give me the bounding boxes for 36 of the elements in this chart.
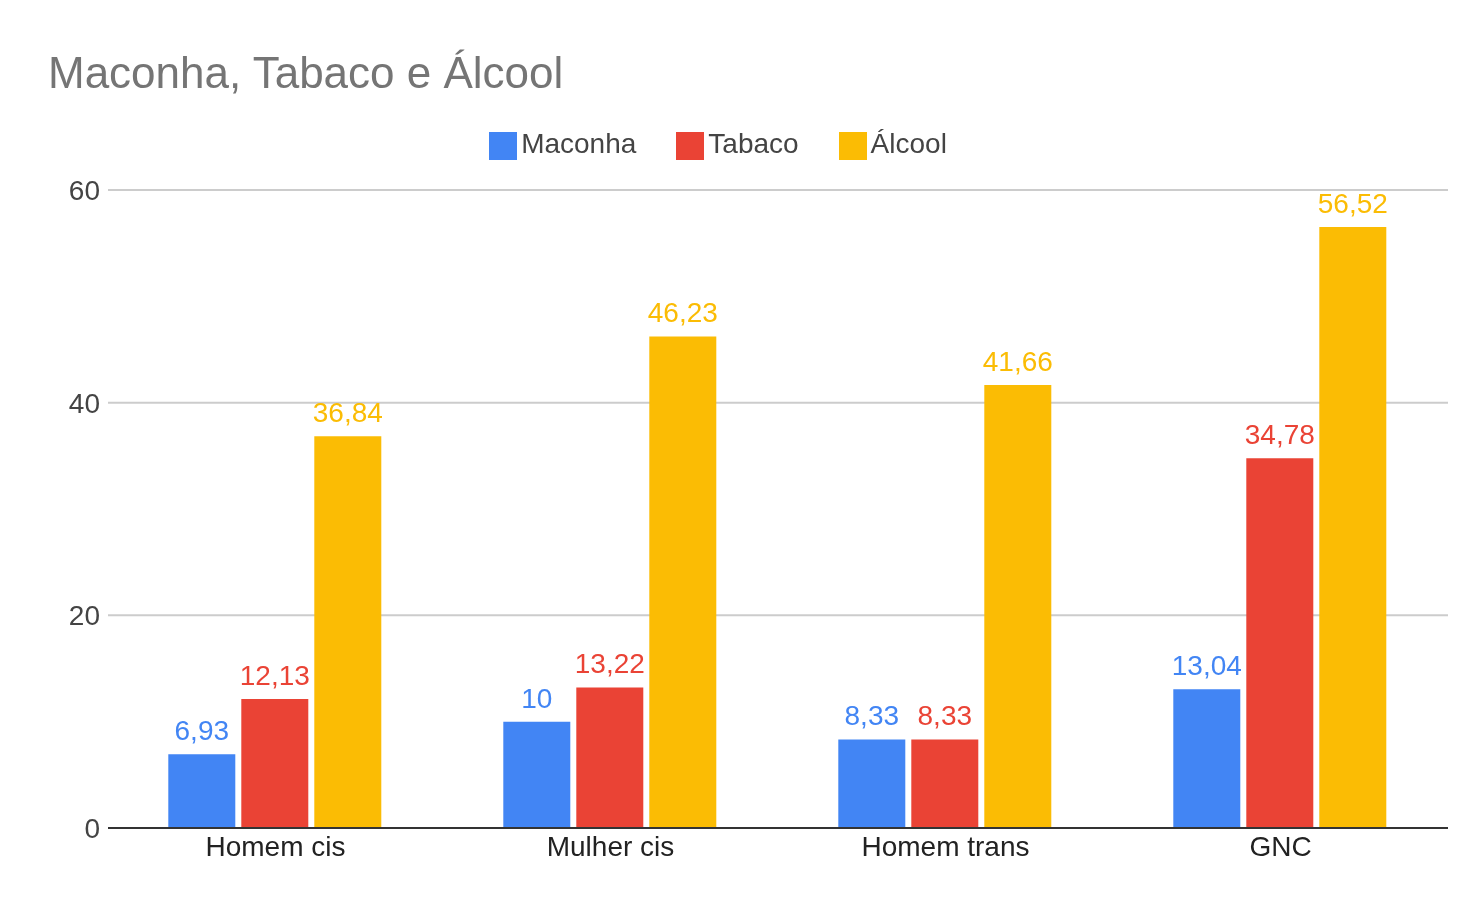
legend-label: Tabaco bbox=[708, 128, 799, 159]
legend-label: Álcool bbox=[870, 128, 947, 159]
legend-label: Maconha bbox=[521, 128, 637, 159]
y-tick-label: 20 bbox=[68, 600, 100, 632]
data-label: 10 bbox=[521, 682, 553, 714]
bar bbox=[1246, 458, 1314, 828]
data-label: 12,13 bbox=[239, 660, 310, 692]
y-tick-label: 40 bbox=[68, 387, 100, 419]
data-label: 41,66 bbox=[982, 346, 1053, 378]
bar bbox=[314, 436, 382, 828]
bar bbox=[576, 687, 644, 828]
chart-title: Maconha, Tabaco e Álcool bbox=[47, 47, 565, 99]
bar bbox=[1319, 227, 1387, 828]
bar bbox=[911, 739, 979, 828]
x-tick-label: Homem trans bbox=[861, 830, 1030, 862]
data-label: 34,78 bbox=[1244, 419, 1315, 451]
data-label: 8,33 bbox=[844, 700, 900, 732]
data-label: 56,52 bbox=[1317, 188, 1388, 219]
y-tick-label: 60 bbox=[68, 174, 100, 206]
x-tick-label: Homem cis bbox=[205, 830, 346, 862]
data-label: 13,22 bbox=[574, 648, 645, 680]
x-tick-label: GNC bbox=[1249, 830, 1312, 862]
data-label: 6,93 bbox=[174, 715, 230, 747]
bar bbox=[649, 336, 717, 828]
y-tick-label: 0 bbox=[84, 812, 100, 844]
data-label: 13,04 bbox=[1171, 650, 1242, 682]
bar bbox=[1173, 689, 1241, 828]
data-label: 46,23 bbox=[647, 297, 718, 329]
bar bbox=[984, 385, 1052, 828]
bar bbox=[838, 739, 906, 828]
bar bbox=[241, 699, 309, 828]
data-label: 36,84 bbox=[312, 397, 383, 429]
bar bbox=[168, 754, 236, 828]
data-label: 8,33 bbox=[917, 700, 973, 732]
x-tick-label: Mulher cis bbox=[546, 830, 675, 862]
bar bbox=[503, 721, 571, 828]
